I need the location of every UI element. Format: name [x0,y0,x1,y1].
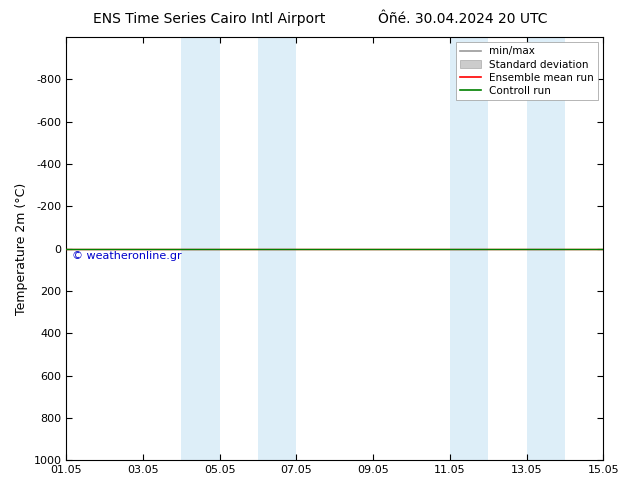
Bar [450,37,488,460]
Bar [181,37,220,460]
Text: © weatheronline.gr: © weatheronline.gr [72,251,181,261]
Legend: min/max, Standard deviation, Ensemble mean run, Controll run: min/max, Standard deviation, Ensemble me… [456,42,598,100]
Bar [258,37,297,460]
Bar [526,37,565,460]
Text: Ôñé. 30.04.2024 20 UTC: Ôñé. 30.04.2024 20 UTC [378,12,548,26]
Text: ENS Time Series Cairo Intl Airport: ENS Time Series Cairo Intl Airport [93,12,325,26]
Y-axis label: Temperature 2m (°C): Temperature 2m (°C) [15,182,28,315]
